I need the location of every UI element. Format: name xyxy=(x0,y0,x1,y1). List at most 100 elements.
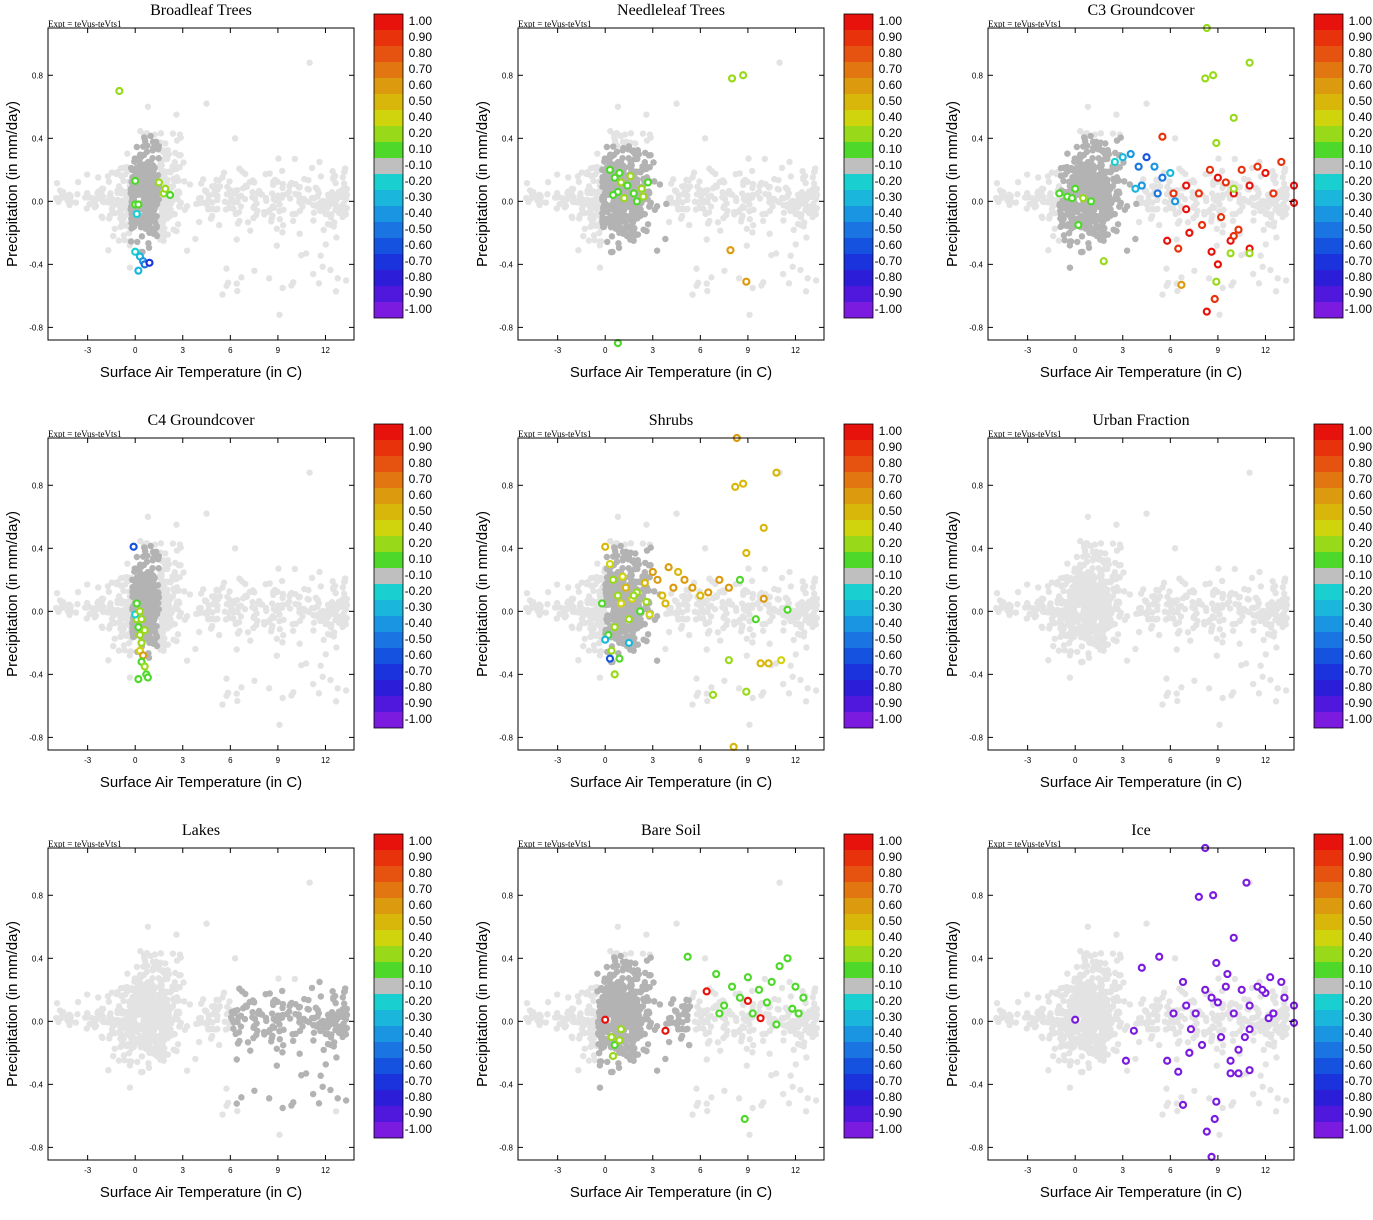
background-point xyxy=(788,199,794,205)
background-point xyxy=(290,218,296,224)
data-point xyxy=(156,179,162,185)
background-point xyxy=(800,176,806,182)
background-point xyxy=(95,584,101,590)
background-point xyxy=(116,237,122,243)
neutral-point xyxy=(1095,180,1101,186)
background-point xyxy=(177,134,183,140)
background-point xyxy=(647,134,653,140)
colorbar-segment xyxy=(374,142,403,158)
background-point xyxy=(303,250,309,256)
neutral-point xyxy=(134,170,140,176)
background-point xyxy=(1279,214,1285,220)
y-tick-label: -0.8 xyxy=(969,323,983,332)
neutral-point xyxy=(608,249,614,255)
neutral-point xyxy=(1105,192,1111,198)
background-point xyxy=(104,199,110,205)
background-point xyxy=(100,186,106,192)
background-point xyxy=(170,183,176,189)
background-point xyxy=(1219,229,1225,235)
background-point xyxy=(106,179,112,185)
background-point xyxy=(277,216,283,222)
data-point xyxy=(135,201,141,207)
background-point xyxy=(786,280,792,286)
colorbar-label: 0.40 xyxy=(879,110,903,124)
colorbar-label: 0.80 xyxy=(1349,46,1373,60)
background-point xyxy=(1008,199,1014,205)
colorbar-label: -0.30 xyxy=(405,190,433,204)
background-point xyxy=(310,202,316,208)
background-point xyxy=(279,185,285,191)
background-point xyxy=(223,283,229,289)
neutral-point xyxy=(637,169,643,175)
background-point xyxy=(700,199,706,205)
background-point xyxy=(632,140,638,146)
colorbar-label: -0.60 xyxy=(1345,238,1373,252)
data-point xyxy=(1247,60,1253,66)
background-point xyxy=(1046,179,1052,185)
neutral-point xyxy=(636,151,642,157)
background-point xyxy=(1035,174,1041,180)
neutral-point xyxy=(1133,201,1139,207)
background-point xyxy=(669,199,675,205)
data-point xyxy=(1175,246,1181,252)
background-point xyxy=(570,193,576,199)
background-point xyxy=(236,619,242,625)
neutral-point xyxy=(607,152,613,158)
neutral-point xyxy=(1066,212,1072,218)
colorbar-segment xyxy=(1314,78,1343,94)
data-point xyxy=(146,260,152,266)
colorbar-segment xyxy=(374,174,403,190)
data-point xyxy=(162,186,168,192)
neutral-point xyxy=(1100,237,1106,243)
neutral-point xyxy=(1074,239,1080,245)
neutral-point xyxy=(631,217,637,223)
colorbar-segment xyxy=(374,302,403,318)
background-point xyxy=(673,100,679,106)
colorbar-segment xyxy=(844,14,873,30)
colorbar-label: -0.20 xyxy=(1345,174,1373,188)
data-point xyxy=(1155,190,1161,196)
background-point xyxy=(120,632,126,638)
neutral-point xyxy=(134,239,140,245)
background-point xyxy=(1193,200,1199,206)
background-point xyxy=(640,130,646,136)
background-point xyxy=(1241,176,1247,182)
background-point xyxy=(162,590,168,596)
background-point xyxy=(74,191,80,197)
colorbar-segment xyxy=(844,30,873,46)
background-point xyxy=(747,216,753,222)
colorbar-segment xyxy=(374,94,403,110)
background-point xyxy=(1215,155,1221,161)
neutral-point xyxy=(143,217,149,223)
background-point xyxy=(555,194,561,200)
background-point xyxy=(112,636,118,642)
neutral-point xyxy=(602,181,608,187)
background-point xyxy=(161,156,167,162)
background-point xyxy=(1163,265,1169,271)
y-tick-label: 0.8 xyxy=(502,71,514,80)
background-point xyxy=(720,177,726,183)
colorbar-label: -0.40 xyxy=(405,206,433,220)
background-point xyxy=(112,210,118,216)
background-point xyxy=(1190,177,1196,183)
background-point xyxy=(719,194,725,200)
background-point xyxy=(170,636,176,642)
background-point xyxy=(1270,176,1276,182)
data-point xyxy=(640,194,646,200)
background-point xyxy=(682,206,688,212)
background-point xyxy=(749,168,755,174)
data-point xyxy=(1231,233,1237,239)
background-point xyxy=(1110,130,1116,136)
neutral-point xyxy=(139,174,145,180)
neutral-point xyxy=(1096,143,1102,149)
background-point xyxy=(288,181,294,187)
background-point xyxy=(593,196,599,202)
background-point xyxy=(280,222,286,228)
neutral-point xyxy=(609,233,615,239)
background-point xyxy=(762,211,768,217)
data-point xyxy=(1136,164,1142,170)
background-point xyxy=(809,214,815,220)
background-point xyxy=(1176,209,1182,215)
